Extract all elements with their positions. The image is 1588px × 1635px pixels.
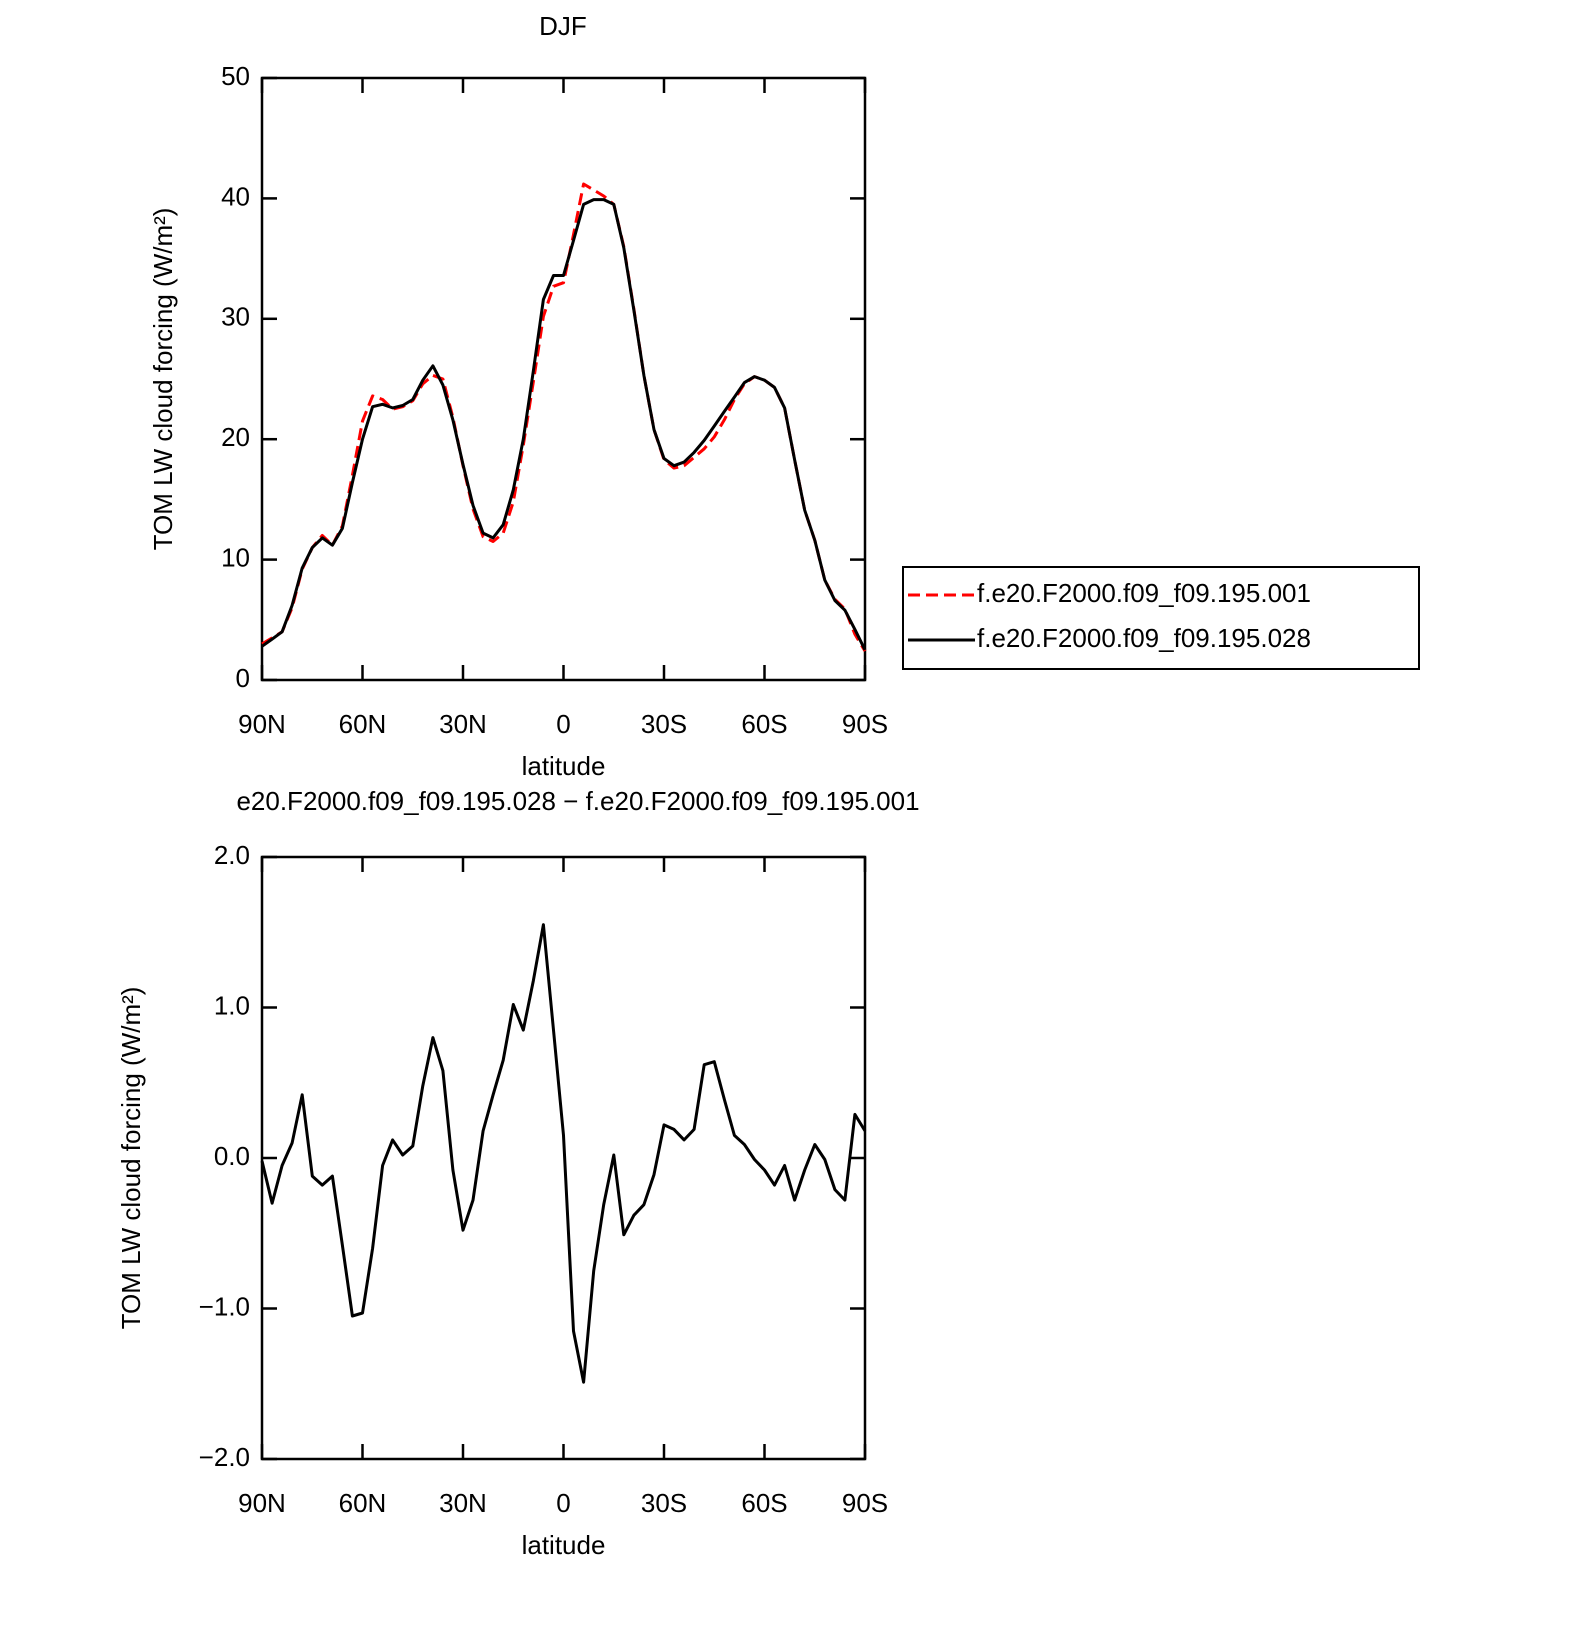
x-tick-label: 30N [439,1488,487,1518]
x-tick-label: 60S [741,709,787,739]
x-tick-label: 90S [842,709,888,739]
data-line [260,923,867,1384]
x-axis-label: latitude [522,1530,606,1560]
y-tick-label: 0.0 [214,1141,250,1171]
x-tick-label: 90N [238,709,286,739]
plot-frame [260,76,867,682]
y-tick-label: 2.0 [214,840,250,870]
y-tick-label: 40 [221,181,250,211]
legend-box [902,566,1420,670]
legend-label: f.e20.F2000.f09_f09.195.001 [977,578,1311,608]
y-tick-label: 20 [221,422,250,452]
y-tick-label: 50 [221,61,250,91]
x-tick-label: 90S [842,1488,888,1518]
x-tick-label: 0 [556,709,570,739]
x-tick-label: 0 [556,1488,570,1518]
chart-title: DJF [539,11,587,41]
x-tick-label: 90N [238,1488,286,1518]
x-tick-label: 30S [641,709,687,739]
y-axis-label: TOM LW cloud forcing (W/m²) [148,208,178,551]
data-line [261,198,867,651]
x-tick-label: 30N [439,709,487,739]
y-tick-label: 0 [236,663,250,693]
x-tick-label: 60N [339,1488,387,1518]
x-tick-label: 60S [741,1488,787,1518]
y-tick-label: 1.0 [214,990,250,1020]
y-axis-label: TOM LW cloud forcing (W/m²) [116,987,146,1330]
data-line [261,182,867,652]
x-tick-label: 60N [339,709,387,739]
y-tick-label: 30 [221,302,250,332]
chart-title: e20.F2000.f09_f09.195.028 − f.e20.F2000.… [236,786,919,816]
x-tick-label: 30S [641,1488,687,1518]
legend-label: f.e20.F2000.f09_f09.195.028 [977,623,1311,653]
y-tick-label: −1.0 [199,1291,250,1321]
x-axis-label: latitude [522,751,606,781]
y-tick-label: −2.0 [199,1442,250,1472]
y-tick-label: 10 [221,542,250,572]
